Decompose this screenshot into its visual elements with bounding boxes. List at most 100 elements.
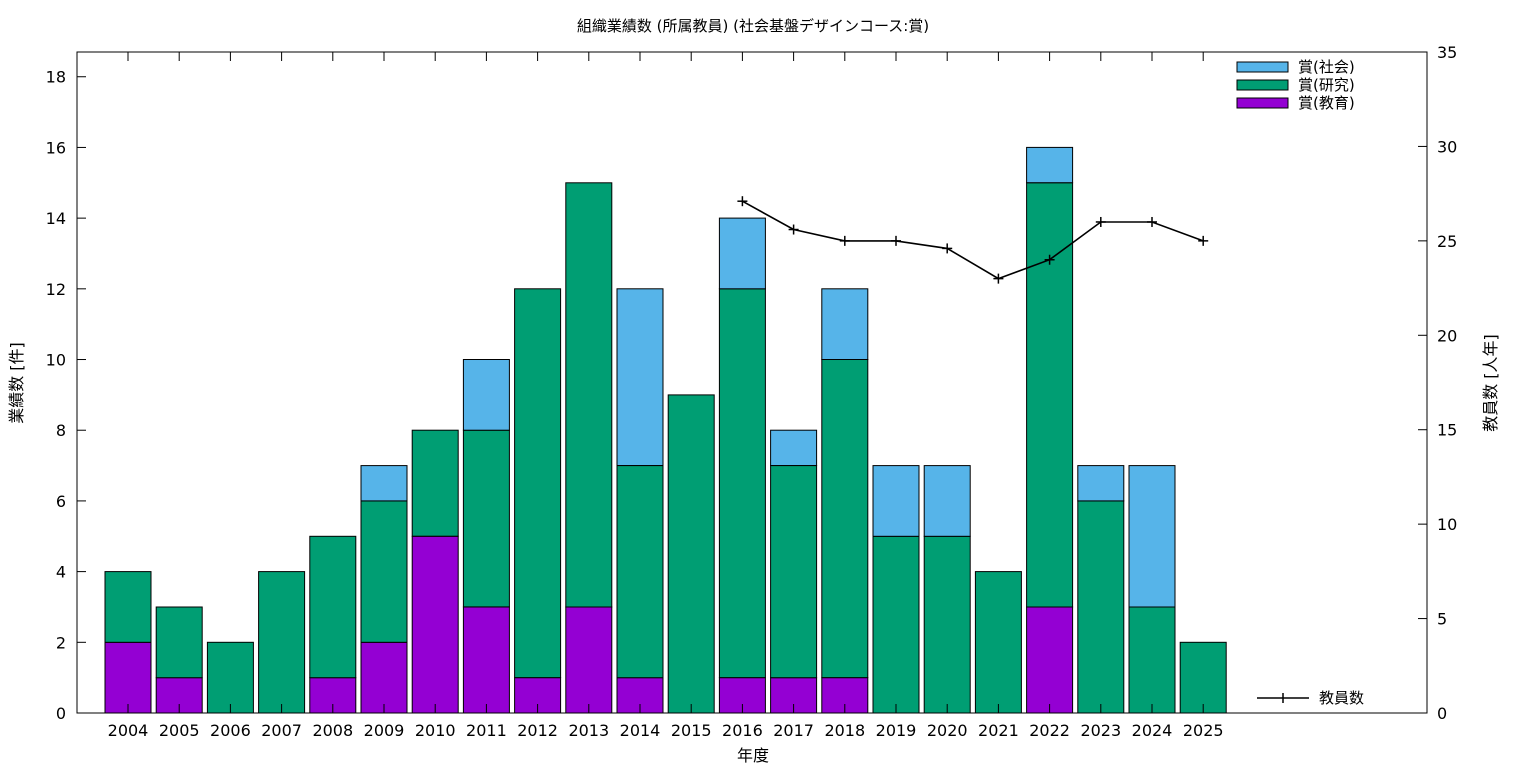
x-tick-label-2005: 2005 — [159, 721, 200, 740]
bars-group — [104, 146, 1227, 714]
bar-education-2004 — [104, 641, 152, 714]
x-tick-label-2025: 2025 — [1183, 721, 1224, 740]
bar-research-2012 — [514, 288, 562, 679]
bar-society-2017 — [770, 429, 818, 467]
legend-label-faculty: 教員数 — [1319, 689, 1364, 707]
bar-education-2022 — [1026, 606, 1074, 714]
bar-research-2020 — [923, 535, 971, 714]
x-tick-label-2017: 2017 — [773, 721, 814, 740]
x-axis-label: 年度 — [737, 746, 769, 765]
y-tick-label-18: 18 — [46, 68, 66, 87]
line-point-2025 — [1198, 235, 1209, 246]
x-tick-label-2009: 2009 — [364, 721, 405, 740]
legend-label-education: 賞(教育) — [1298, 94, 1355, 112]
y-tick-label-6: 6 — [56, 492, 66, 511]
line-point-2023 — [1095, 216, 1106, 227]
x-tick-label-2019: 2019 — [876, 721, 917, 740]
legend-swatch-society — [1236, 61, 1289, 73]
bar-research-2014 — [616, 465, 664, 679]
bar-research-2022 — [1026, 182, 1074, 608]
line-series-group — [737, 196, 1209, 284]
legend-swatch-education — [1236, 97, 1289, 109]
bar-research-2006 — [206, 641, 254, 714]
plot-frame — [76, 51, 1428, 714]
bar-research-2007 — [258, 571, 306, 714]
bar-society-2023 — [1077, 465, 1125, 502]
y-axis-label: 業績数 [件] — [7, 342, 26, 424]
x-tick-label-2011: 2011 — [466, 721, 507, 740]
x-tick-label-2008: 2008 — [312, 721, 353, 740]
bar-society-2011 — [462, 359, 510, 431]
x-tick-label-2022: 2022 — [1029, 721, 1070, 740]
bar-research-2018 — [821, 359, 869, 679]
bar-society-2020 — [923, 465, 971, 537]
bar-society-2014 — [616, 288, 664, 466]
y2-tick-label-30: 30 — [1437, 137, 1457, 156]
bar-research-2023 — [1077, 500, 1125, 714]
y2-tick-label-35: 35 — [1437, 43, 1457, 62]
x-tick-label-2010: 2010 — [415, 721, 456, 740]
bar-society-2009 — [360, 465, 408, 502]
y-tick-label-0: 0 — [56, 704, 66, 723]
y-tick-label-16: 16 — [46, 138, 66, 157]
bar-research-2011 — [462, 429, 510, 608]
x-tick-label-2015: 2015 — [671, 721, 712, 740]
bar-research-2025 — [1179, 641, 1227, 714]
x-tick-label-2014: 2014 — [620, 721, 661, 740]
y2-tick-label-20: 20 — [1437, 326, 1457, 345]
y-tick-label-4: 4 — [56, 563, 66, 582]
y-tick-label-14: 14 — [46, 209, 66, 228]
x-tick-label-2004: 2004 — [108, 721, 149, 740]
legend-label-research: 賞(研究) — [1298, 76, 1355, 94]
bar-research-2021 — [974, 571, 1022, 714]
bar-education-2010 — [411, 535, 459, 714]
bar-research-2008 — [309, 535, 357, 679]
y-tick-label-2: 2 — [56, 633, 66, 652]
y2-axis-label: 教員数 [人年] — [1481, 334, 1500, 432]
bar-education-2013 — [565, 606, 613, 714]
bar-research-2004 — [104, 571, 152, 643]
line-point-2017 — [788, 224, 799, 235]
y2-tick-label-0: 0 — [1437, 704, 1447, 723]
y-tick-label-12: 12 — [46, 280, 66, 299]
bar-research-2010 — [411, 429, 459, 537]
y2-tick-label-25: 25 — [1437, 232, 1457, 251]
line-point-2016 — [737, 196, 748, 207]
bar-society-2016 — [718, 217, 766, 290]
x-tick-label-2012: 2012 — [517, 721, 558, 740]
x-tick-label-2006: 2006 — [210, 721, 251, 740]
legend-label-society: 賞(社会) — [1298, 58, 1355, 76]
line-point-2020 — [942, 243, 953, 254]
y2-tick-label-10: 10 — [1437, 515, 1457, 534]
bar-society-2024 — [1128, 465, 1176, 608]
x-tick-label-2024: 2024 — [1132, 721, 1173, 740]
bar-society-2022 — [1026, 146, 1074, 184]
bar-society-2018 — [821, 288, 869, 360]
line-point-2021 — [993, 273, 1004, 284]
y-tick-label-8: 8 — [56, 421, 66, 440]
line-point-2022 — [1044, 254, 1055, 265]
y2-tick-label-5: 5 — [1437, 610, 1447, 629]
x-tick-label-2016: 2016 — [722, 721, 763, 740]
x-tick-label-2023: 2023 — [1080, 721, 1121, 740]
bar-research-2005 — [155, 606, 203, 679]
line-point-2018 — [839, 235, 850, 246]
bar-research-2016 — [718, 288, 766, 679]
y-tick-label-10: 10 — [46, 351, 66, 370]
chart-title: 組織業績数 (所属教員) (社会基盤デザインコース:賞) — [577, 17, 929, 35]
bar-education-2009 — [360, 641, 408, 714]
legend: 賞(社会)賞(研究)賞(教育) 教員数 — [1236, 58, 1364, 707]
bar-research-2009 — [360, 500, 408, 643]
bar-education-2011 — [462, 606, 510, 714]
line-point-2024 — [1147, 216, 1157, 227]
line-faculty — [742, 200, 1204, 280]
bar-research-2019 — [872, 535, 920, 714]
bar-research-2017 — [770, 465, 818, 679]
x-tick-label-2013: 2013 — [568, 721, 609, 740]
bar-society-2019 — [872, 465, 920, 537]
x-tick-label-2021: 2021 — [978, 721, 1019, 740]
legend-swatch-research — [1236, 79, 1289, 91]
x-tick-label-2018: 2018 — [824, 721, 865, 740]
